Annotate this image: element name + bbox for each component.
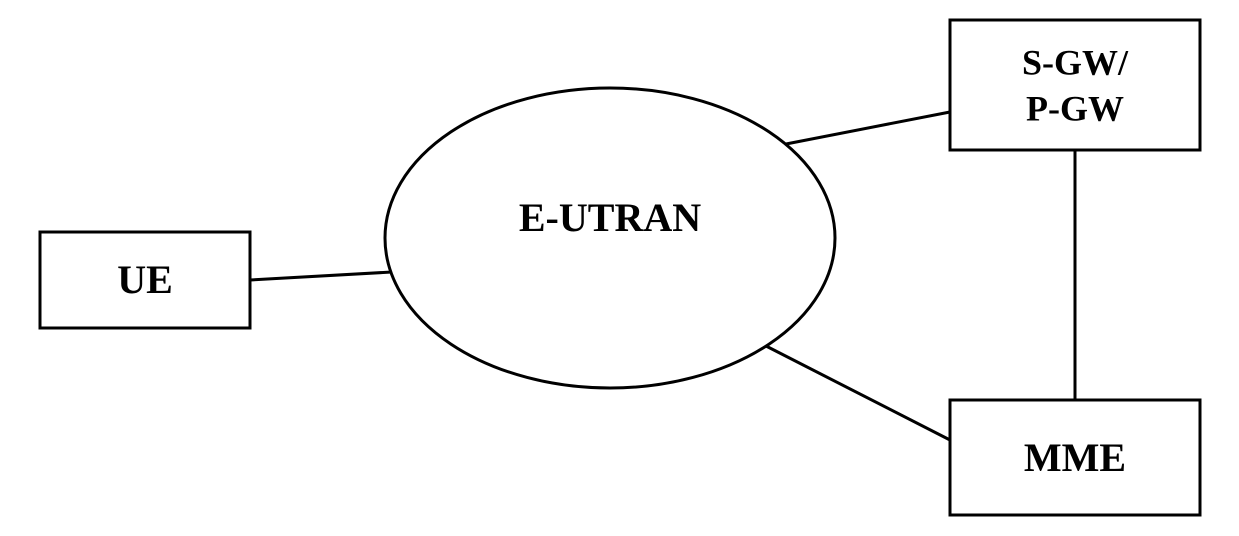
node-sgw-pgw: S-GW/ P-GW: [950, 20, 1200, 150]
network-diagram: UE E-UTRAN S-GW/ P-GW MME: [0, 0, 1239, 536]
node-ue: UE: [40, 232, 250, 328]
edge-ue-eutran: [250, 272, 392, 280]
node-mme: MME: [950, 400, 1200, 515]
node-eutran-label: E-UTRAN: [519, 195, 701, 240]
edge-eutran-sgw: [786, 112, 950, 144]
node-mme-label: MME: [1024, 435, 1126, 480]
node-eutran: E-UTRAN: [385, 88, 835, 388]
edge-eutran-mme: [766, 346, 950, 440]
node-sgw-label-line1: S-GW/: [1022, 42, 1129, 82]
node-ue-label: UE: [117, 257, 173, 302]
node-sgw-label-line2: P-GW: [1026, 88, 1124, 128]
